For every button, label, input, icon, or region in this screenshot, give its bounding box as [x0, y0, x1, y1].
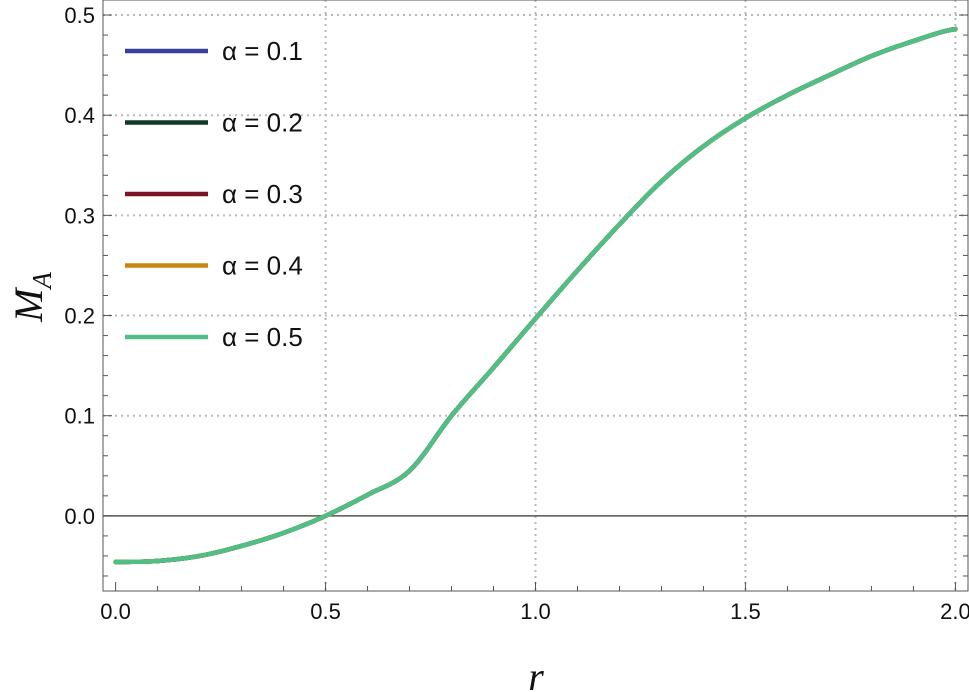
- grid-lines: [103, 0, 968, 591]
- x-tick-labels: 0.0 0.5 1.0 1.5 2.0: [100, 599, 969, 624]
- x-tick-label: 2.0: [940, 599, 969, 624]
- y-tick-label: 0.4: [64, 103, 95, 128]
- y-axis-title-main: M: [6, 286, 51, 323]
- legend-label-3: α = 0.3: [222, 179, 303, 209]
- legend: α = 0.1 α = 0.2 α = 0.3 α = 0.4 α = 0.5: [125, 36, 303, 352]
- x-tick-label: 1.5: [730, 599, 761, 624]
- legend-label-5: α = 0.5: [222, 322, 303, 352]
- x-tick-label: 0.5: [310, 599, 341, 624]
- y-tick-label: 0.1: [64, 404, 95, 429]
- legend-label-1: α = 0.1: [222, 36, 303, 66]
- y-tick-label: 0.5: [64, 3, 95, 28]
- legend-label-4: α = 0.4: [222, 251, 303, 281]
- x-tick-label: 0.0: [100, 599, 131, 624]
- y-tick-label: 0.2: [64, 304, 95, 329]
- y-tick-label: 0.3: [64, 203, 95, 228]
- x-axis-title: r: [528, 654, 544, 692]
- series-lines: [113, 26, 958, 565]
- svg-text:MA: MA: [6, 272, 57, 323]
- axis-ticks: [103, 14, 968, 591]
- y-axis-title-subscript: A: [27, 272, 57, 291]
- y-tick-label: 0.0: [64, 504, 95, 529]
- series-line-5: [113, 26, 958, 565]
- legend-label-2: α = 0.2: [222, 108, 303, 138]
- y-axis-title: MA: [6, 272, 57, 323]
- y-tick-labels: 0.0 0.1 0.2 0.3 0.4 0.5: [64, 3, 95, 529]
- x-tick-label: 1.0: [520, 599, 551, 624]
